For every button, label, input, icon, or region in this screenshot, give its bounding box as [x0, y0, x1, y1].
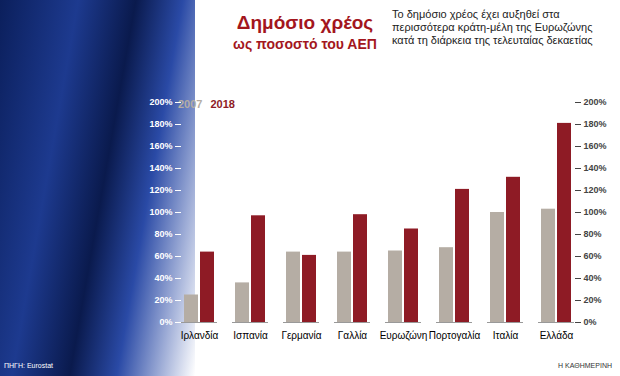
svg-text:180%: 180% — [149, 119, 172, 129]
svg-text:60%: 60% — [154, 251, 172, 261]
svg-text:100%: 100% — [584, 207, 607, 217]
svg-text:20%: 20% — [584, 295, 602, 305]
svg-text:120%: 120% — [149, 185, 172, 195]
svg-text:180%: 180% — [584, 119, 607, 129]
svg-text:0%: 0% — [584, 317, 597, 327]
svg-text:Ιταλία: Ιταλία — [493, 330, 519, 341]
html-text:2018: 2018 — [210, 98, 235, 110]
svg-text:160%: 160% — [584, 141, 607, 151]
html-text:Το δημόσιο χρέος έχει αυξηθεί: Το δημόσιο χρέος έχει αυξηθεί στα περισσ… — [392, 8, 593, 46]
svg-text:200%: 200% — [584, 97, 607, 107]
html-text:Η ΚΑΘΗΜΕΡΙΝΗ: Η ΚΑΘΗΜΕΡΙΝΗ — [558, 362, 612, 369]
svg-text:140%: 140% — [149, 163, 172, 173]
svg-text:200%: 200% — [149, 97, 172, 107]
html-text:ως ποσοστό του ΑΕΠ: ως ποσοστό του ΑΕΠ — [233, 36, 377, 52]
svg-text:Ιρλανδία: Ιρλανδία — [181, 330, 219, 341]
svg-text:60%: 60% — [584, 251, 602, 261]
svg-text:0%: 0% — [159, 317, 172, 327]
svg-text:20%: 20% — [154, 295, 172, 305]
svg-text:80%: 80% — [584, 229, 602, 239]
svg-text:Ευρωζώνη: Ευρωζώνη — [380, 330, 428, 342]
svg-text:120%: 120% — [584, 185, 607, 195]
svg-text:Γαλλία: Γαλλία — [338, 330, 368, 341]
svg-text:100%: 100% — [149, 207, 172, 217]
svg-text:Πορτογαλία: Πορτογαλία — [429, 330, 481, 341]
html-text:ΠΗΓΗ: Eurostat: ΠΗΓΗ: Eurostat — [4, 362, 53, 369]
html-text:Δημόσιο χρέος: Δημόσιο χρέος — [236, 12, 374, 33]
svg-text:40%: 40% — [584, 273, 602, 283]
svg-text:Ελλάδα: Ελλάδα — [540, 330, 574, 341]
svg-text:80%: 80% — [154, 229, 172, 239]
svg-text:Γερμανία: Γερμανία — [281, 330, 321, 341]
html-text:2007: 2007 — [178, 98, 203, 110]
svg-text:140%: 140% — [584, 163, 607, 173]
svg-text:160%: 160% — [149, 141, 172, 151]
svg-text:40%: 40% — [154, 273, 172, 283]
svg-text:Ισπανία: Ισπανία — [233, 330, 268, 341]
